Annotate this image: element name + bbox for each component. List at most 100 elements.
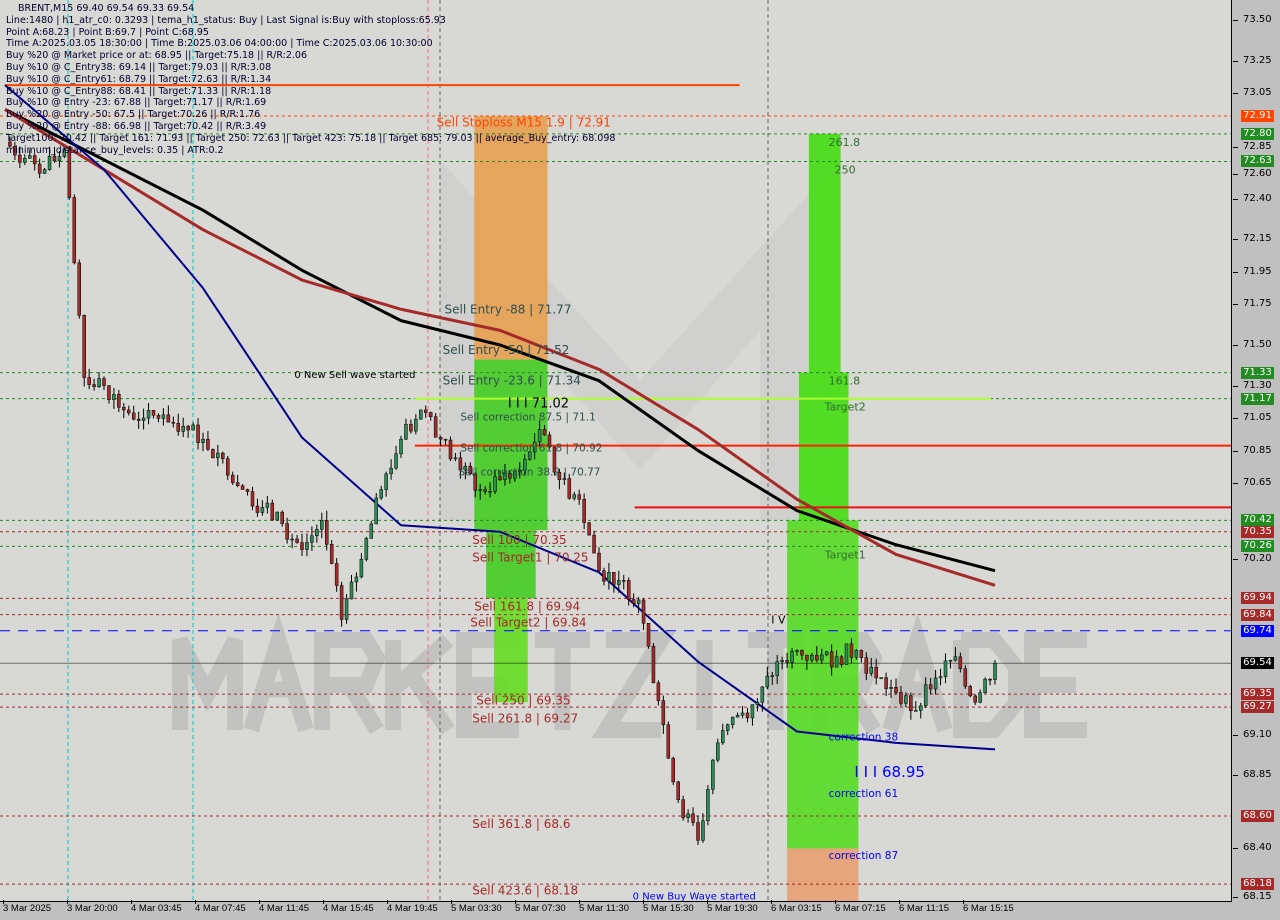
candle-body <box>250 491 255 507</box>
info-line: Time A:2025.03.05 18:30:00 | Time B:2025… <box>6 38 433 50</box>
candlestick <box>23 154 27 166</box>
candle-body <box>527 451 532 460</box>
candlestick <box>419 409 423 420</box>
candlestick <box>849 638 854 664</box>
candlestick <box>909 692 913 720</box>
candlestick <box>77 259 81 319</box>
candle-body <box>295 538 299 543</box>
candlestick <box>968 684 972 698</box>
candle-body <box>42 169 47 174</box>
candle-body <box>800 650 804 656</box>
watermark-letter-stroke <box>882 612 953 733</box>
candle-body <box>275 511 279 521</box>
candle-body <box>443 438 448 441</box>
candle-body <box>8 141 12 147</box>
candle-body <box>884 677 888 689</box>
info-line: Buy %10 @ C_Entry61: 68.79 || Target:72.… <box>6 73 272 85</box>
candlestick <box>839 655 844 668</box>
candlestick <box>532 432 537 460</box>
candle-body <box>760 686 765 703</box>
target-zone <box>787 520 859 849</box>
candle-body <box>770 675 774 677</box>
candlestick <box>646 623 651 649</box>
chart-annotation: correction 61 <box>829 788 898 800</box>
candlestick <box>770 671 774 685</box>
candlestick <box>62 147 67 159</box>
candle-body <box>270 502 275 521</box>
price-tick-label: 73.05 <box>1233 87 1272 99</box>
watermark-letter-stroke <box>387 634 454 696</box>
candle-body <box>532 441 537 453</box>
candle-body <box>216 452 220 459</box>
candle-body <box>919 705 923 711</box>
candle-body <box>537 429 542 443</box>
candle-body <box>765 675 770 688</box>
candlestick <box>146 402 151 425</box>
candlestick <box>453 452 458 462</box>
candle-body <box>339 585 344 620</box>
candlestick <box>240 484 245 490</box>
candlestick <box>483 486 487 495</box>
candlestick <box>87 368 91 390</box>
candlestick <box>552 446 557 476</box>
candle-body <box>740 712 745 716</box>
price-level-badge: 71.17 <box>1241 392 1274 405</box>
candle-body <box>508 473 512 479</box>
chart-plot-area[interactable]: Sell Stoploss M15 1.9 | 72.91 Sell Entry … <box>0 0 1232 902</box>
price-tick-label: 72.15 <box>1233 233 1272 245</box>
candle-body <box>622 580 626 582</box>
candlestick <box>8 136 12 148</box>
candlestick <box>280 510 284 527</box>
candle-body <box>542 429 547 436</box>
candle-body <box>92 384 96 387</box>
price-level-badge: 72.63 <box>1241 155 1274 168</box>
price-level-badge: 70.35 <box>1241 525 1274 538</box>
candle-body <box>983 678 987 693</box>
candle-body <box>221 452 225 459</box>
price-level-badge: 71.33 <box>1241 366 1274 379</box>
candle-body <box>775 661 779 676</box>
candlestick <box>424 405 428 418</box>
candle-body <box>226 458 230 476</box>
candle-body <box>23 157 27 163</box>
candle-body <box>463 465 468 471</box>
candle-body <box>136 418 141 421</box>
candlestick <box>92 378 96 391</box>
candlestick <box>488 482 492 498</box>
candlestick <box>404 418 408 441</box>
price-level-badge: 72.91 <box>1241 110 1274 122</box>
candlestick <box>829 644 834 676</box>
candle-body <box>453 457 458 460</box>
candle-body <box>230 474 235 483</box>
candlestick <box>18 146 22 169</box>
chart-annotation: correction 87 <box>829 850 898 862</box>
candlestick <box>730 716 735 729</box>
candle-body <box>557 471 562 481</box>
candle-body <box>646 623 651 647</box>
candlestick <box>815 645 819 663</box>
target-zone <box>494 598 528 703</box>
candlestick <box>706 785 710 826</box>
candle-body <box>196 424 200 443</box>
candlestick <box>161 408 166 426</box>
candle-body <box>260 507 265 513</box>
candlestick <box>948 659 953 669</box>
candlestick <box>597 547 601 572</box>
candle-body <box>854 650 859 658</box>
candlestick <box>300 533 304 557</box>
candle-body <box>102 378 106 386</box>
time-tick-label: 3 Mar 20:00 <box>67 900 118 914</box>
candle-body <box>661 700 666 726</box>
candle-body <box>448 439 453 460</box>
candlestick <box>592 530 596 554</box>
candlestick <box>389 459 393 480</box>
candle-body <box>953 656 958 661</box>
candle-body <box>795 650 799 652</box>
chart-annotation: Sell Stoploss M15 1.9 | 72.91 <box>437 115 611 129</box>
candle-body <box>72 197 77 264</box>
candle-body <box>156 415 161 419</box>
candlestick <box>884 672 888 697</box>
candlestick <box>780 656 784 670</box>
candle-body <box>131 412 136 420</box>
price-tick-label: 72.85 <box>1233 140 1272 152</box>
